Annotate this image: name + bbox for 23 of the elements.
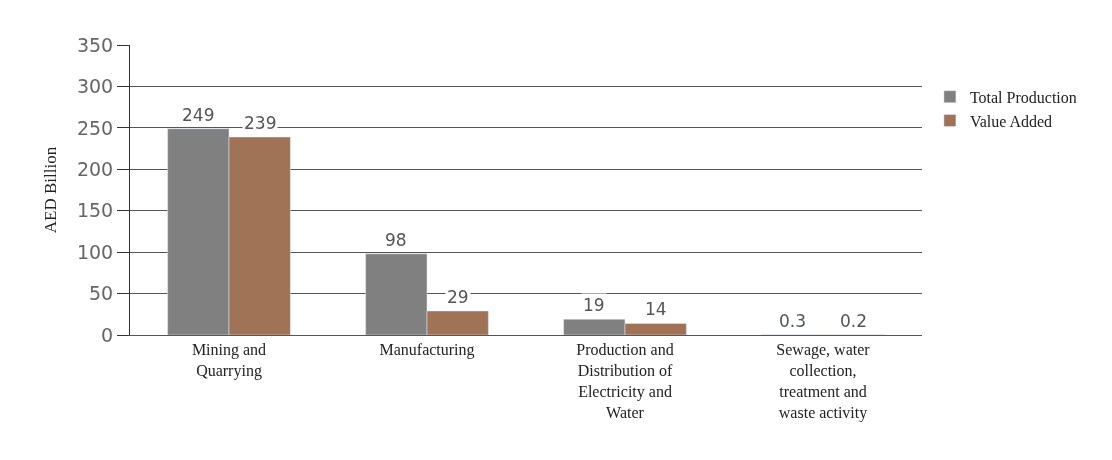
data-label: 249	[182, 105, 215, 125]
y-axis-title: AED Billion	[41, 146, 61, 234]
data-label: 14	[645, 299, 667, 319]
data-label: 239	[244, 113, 277, 133]
x-tick-label: Production and Distribution of Electricity and Water	[576, 341, 674, 421]
x-tick-label: Mining and Quarrying	[191, 341, 267, 380]
y-tick-label: 350	[76, 33, 114, 56]
data-label: 98	[385, 230, 407, 250]
legend-label: Total Production	[969, 88, 1077, 106]
y-tick-label: 0	[101, 323, 114, 346]
y-tick-label: 300	[76, 75, 114, 98]
y-tick-label: 200	[76, 157, 114, 180]
legend-label: Value Added	[969, 112, 1053, 130]
x-tick-label: Sewage, water collection, treatment and waste activity	[776, 341, 871, 422]
data-label: 0.2	[840, 311, 868, 331]
data-label: 0.3	[779, 311, 807, 331]
y-tick-label: 50	[89, 282, 114, 305]
data-label: 29	[447, 287, 469, 307]
data-label: 19	[583, 295, 605, 315]
x-tick-label: Manufacturing	[379, 341, 475, 360]
y-tick-label: 150	[76, 199, 114, 222]
y-tick-label: 100	[76, 240, 114, 263]
y-tick-label: 250	[76, 116, 114, 139]
